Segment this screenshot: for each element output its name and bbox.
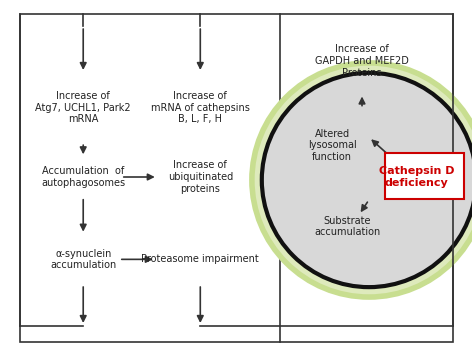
Text: Increase of
ubiquitinated
proteins: Increase of ubiquitinated proteins <box>168 160 233 193</box>
Text: Cathepsin D
deficiency: Cathepsin D deficiency <box>379 166 455 188</box>
Text: α-synuclein
accumulation: α-synuclein accumulation <box>50 248 116 270</box>
Text: Accumulation  of
autophagosomes: Accumulation of autophagosomes <box>41 166 125 188</box>
Text: Proteasome impairment: Proteasome impairment <box>141 254 259 264</box>
Text: Altered
lysosomal
function: Altered lysosomal function <box>308 129 356 162</box>
Bar <box>385 153 464 199</box>
Text: Substrate
accumulation: Substrate accumulation <box>314 216 380 237</box>
Circle shape <box>252 63 474 297</box>
Circle shape <box>262 73 474 287</box>
Text: Increase of
Atg7, UCHL1, Park2
mRNA: Increase of Atg7, UCHL1, Park2 mRNA <box>36 91 131 124</box>
Text: Increase of
mRNA of cathepsins
B, L, F, H: Increase of mRNA of cathepsins B, L, F, … <box>151 91 250 124</box>
Text: Increase of
GAPDH and MEF2D
Proteins: Increase of GAPDH and MEF2D Proteins <box>315 44 409 77</box>
